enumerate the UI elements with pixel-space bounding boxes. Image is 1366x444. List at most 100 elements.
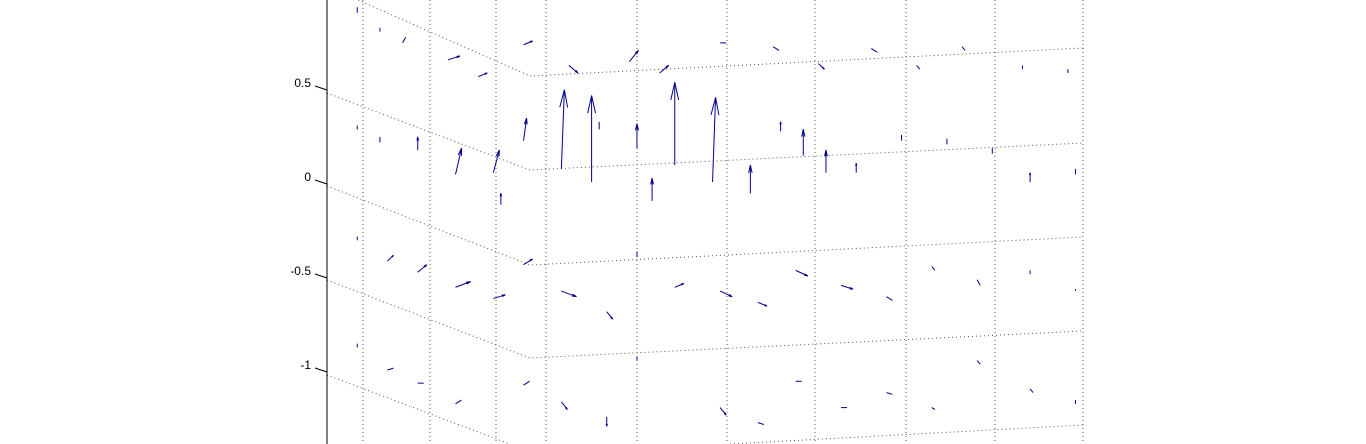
arrow-head — [822, 67, 825, 70]
vector-arrow — [650, 178, 654, 201]
vector-arrow — [931, 266, 936, 271]
grid-row-line — [326, 374, 511, 444]
vector-arrow — [886, 296, 893, 301]
vector-arrow — [748, 164, 753, 194]
arrow-head — [634, 123, 639, 131]
arrow-head — [484, 72, 488, 75]
arrow-head — [574, 70, 579, 74]
vector-arrow — [387, 367, 394, 371]
arrow-shaft — [961, 46, 966, 51]
arrow-head — [416, 136, 420, 141]
vector-arrow — [455, 281, 471, 288]
vector-arrow — [417, 264, 428, 273]
vector-arrow — [976, 279, 981, 286]
arrow-shaft — [387, 367, 394, 371]
vector-arrow — [478, 72, 488, 78]
vector-arrow — [493, 294, 506, 300]
vector-arrow — [402, 37, 407, 44]
arrow-shaft — [560, 89, 565, 169]
arrow-head — [855, 163, 858, 166]
vector-arrow — [455, 399, 462, 405]
arrow-head — [571, 293, 577, 298]
arrow-shaft — [916, 65, 921, 70]
arrow-head — [681, 283, 685, 286]
grid-row-line — [356, 0, 1084, 77]
grid-row-line — [326, 185, 1084, 266]
vector-arrow — [719, 290, 733, 298]
vector-arrow — [670, 82, 680, 166]
vector-arrow — [1029, 388, 1034, 393]
arrow-head — [457, 147, 463, 156]
vector-arrow — [416, 136, 420, 151]
vector-arrow — [629, 50, 639, 62]
grid-row-line — [326, 92, 1084, 171]
vector-arrow — [916, 65, 921, 70]
vector-arrow — [840, 284, 854, 290]
arrow-head — [587, 95, 597, 114]
vector-arrow — [795, 269, 809, 277]
arrow-shaft — [402, 37, 407, 44]
arrow-shaft — [772, 46, 780, 51]
arrow-head — [529, 258, 533, 262]
arrow-head — [804, 273, 809, 277]
arrow-shaft — [757, 422, 765, 425]
arrow-head — [665, 64, 670, 69]
y-tick-label: 0 — [304, 170, 311, 184]
arrow-head — [523, 117, 528, 125]
arrow-shaft — [629, 50, 639, 62]
arrow-head — [564, 406, 568, 410]
arrow-head — [605, 423, 608, 427]
arrow-head — [529, 40, 533, 43]
vector-arrow — [779, 121, 782, 132]
vector-arrow — [561, 290, 577, 298]
arrow-shaft — [1029, 388, 1034, 393]
arrow-head — [824, 149, 828, 157]
arrow-shaft — [455, 399, 462, 405]
arrow-shaft — [886, 296, 893, 301]
vector-arrow — [605, 417, 608, 427]
vector-arrow — [757, 301, 768, 307]
vector-arrow — [606, 311, 614, 320]
arrow-head — [650, 178, 654, 185]
arrow-head — [779, 121, 782, 125]
vector-arrow — [523, 380, 530, 386]
arrow-shaft — [931, 407, 936, 410]
arrow-head — [610, 316, 614, 320]
arrow-head — [728, 294, 733, 298]
arrow-head — [710, 97, 720, 116]
arrow-shaft — [886, 392, 893, 395]
vector-arrow — [523, 40, 533, 46]
vector-arrow — [976, 360, 981, 365]
arrow-head — [1029, 172, 1032, 176]
y-tick-label: -0.5 — [290, 264, 311, 278]
vector-arrow — [931, 407, 936, 410]
vector-arrow — [674, 283, 685, 288]
arrow-shaft — [492, 149, 500, 173]
vector-arrow — [492, 149, 500, 173]
arrow-head — [466, 281, 471, 285]
vector-arrow — [523, 117, 528, 141]
arrow-shaft — [561, 290, 577, 298]
arrow-shaft — [712, 97, 717, 183]
y-tick-mark — [314, 85, 328, 91]
vector-arrow — [559, 89, 569, 169]
arrow-head — [670, 82, 680, 101]
y-tick-label: -1 — [300, 358, 311, 372]
vector-arrow — [824, 149, 828, 173]
arrow-head — [748, 164, 753, 173]
arrow-shaft — [523, 118, 528, 141]
vector-arrow — [818, 63, 825, 70]
arrow-head — [499, 193, 503, 197]
y-axis-ticks: 0.5 0 -0.5 -1 — [290, 76, 328, 373]
arrow-shaft — [931, 266, 936, 271]
vector-arrow — [772, 46, 780, 51]
vector-arrow — [871, 48, 878, 53]
grid-lines — [326, 0, 1084, 444]
vector-arrow — [710, 97, 720, 183]
arrow-head — [456, 55, 461, 59]
arrow-shaft — [455, 148, 463, 175]
grid-row-line — [326, 279, 1084, 359]
vector-arrows — [356, 7, 1076, 427]
vector-arrow — [587, 95, 597, 182]
